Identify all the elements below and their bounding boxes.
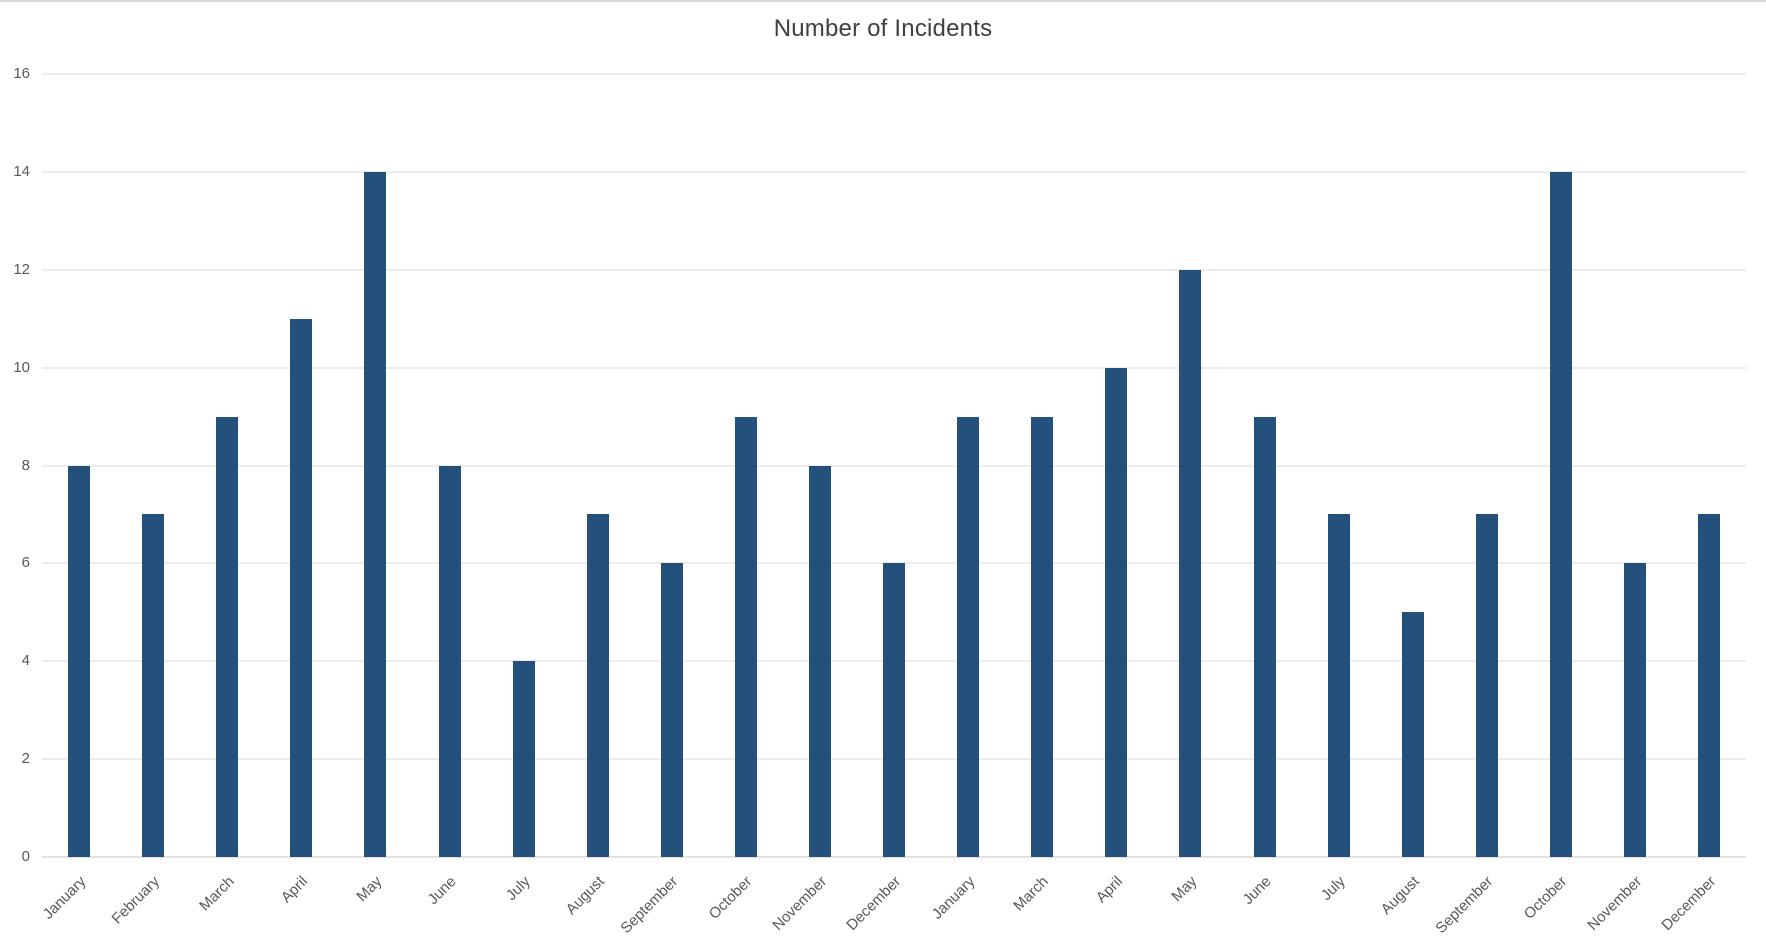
bar-slot xyxy=(1153,74,1227,857)
x-tick-label: October xyxy=(706,873,756,923)
x-tick-label: May xyxy=(353,873,386,906)
bar-may-15[interactable] xyxy=(1179,269,1202,857)
bar-slot xyxy=(412,74,486,857)
y-tick-label: 8 xyxy=(21,456,30,474)
bar-september-8[interactable] xyxy=(660,563,683,857)
bar-slot xyxy=(487,74,561,857)
bar-january-12[interactable] xyxy=(957,416,980,857)
x-tick-label: March xyxy=(195,873,238,915)
bar-january-0[interactable] xyxy=(68,465,91,857)
bar-slot xyxy=(1672,74,1746,857)
bar-slot xyxy=(1079,74,1153,857)
bar-march-13[interactable] xyxy=(1031,416,1054,857)
y-tick-label: 16 xyxy=(13,65,30,82)
bar-june-5[interactable] xyxy=(438,465,461,857)
x-tick-label: October xyxy=(1521,873,1571,923)
y-tick-label: 10 xyxy=(13,358,30,376)
y-tick-label: 6 xyxy=(21,554,30,572)
bar-april-3[interactable] xyxy=(290,318,313,857)
bar-slot xyxy=(1228,74,1302,857)
bar-slot xyxy=(561,74,635,857)
bar-slot xyxy=(635,74,709,857)
x-tick-label: January xyxy=(39,873,90,923)
gridline xyxy=(42,367,1746,369)
bar-july-6[interactable] xyxy=(512,661,535,857)
x-tick-label: February xyxy=(108,873,164,928)
y-tick-label: 0 xyxy=(21,848,30,865)
bar-slot xyxy=(338,74,412,857)
bar-june-16[interactable] xyxy=(1253,416,1276,857)
x-tick-label: September xyxy=(1432,873,1497,937)
x-tick-label: April xyxy=(1093,873,1127,907)
bar-slot xyxy=(709,74,783,857)
x-tick-label: November xyxy=(768,873,830,934)
x-tick-label: July xyxy=(1317,873,1349,904)
bar-slot xyxy=(1524,74,1598,857)
y-tick-label: 2 xyxy=(21,750,30,768)
x-tick-label: March xyxy=(1010,873,1053,915)
bar-october-9[interactable] xyxy=(734,416,757,857)
x-tick-label: August xyxy=(1377,873,1423,919)
x-axis: January February March April May June July Augu… xyxy=(39,857,1746,944)
y-tick-label: 4 xyxy=(21,652,30,670)
x-tick-label: April xyxy=(278,873,312,907)
x-tick-label: May xyxy=(1168,873,1201,906)
x-tick-label: December xyxy=(843,873,905,934)
bar-february-1[interactable] xyxy=(142,514,165,857)
bar-may-4[interactable] xyxy=(364,171,387,857)
x-tick-label: January xyxy=(928,873,979,923)
bar-slot xyxy=(116,74,190,857)
chart-title: Number of Incidents xyxy=(773,15,993,42)
bar-slot xyxy=(931,74,1005,857)
bar-november-10[interactable] xyxy=(808,465,831,857)
gridline xyxy=(42,269,1746,271)
bar-slot xyxy=(1005,74,1079,857)
bar-slot xyxy=(1302,74,1376,857)
bar-august-18[interactable] xyxy=(1401,612,1424,857)
x-tick-label: August xyxy=(562,873,608,919)
bar-august-7[interactable] xyxy=(586,514,609,857)
gridline xyxy=(42,73,1746,75)
bar-slot xyxy=(190,74,264,857)
bar-slot xyxy=(42,74,116,857)
y-tick-label: 12 xyxy=(13,260,30,278)
bar-series xyxy=(42,74,1746,857)
bar-slot xyxy=(264,74,338,857)
plot-area xyxy=(42,73,1746,858)
bar-slot xyxy=(783,74,857,857)
y-tick-label: 14 xyxy=(13,162,30,180)
gridline xyxy=(42,465,1746,466)
x-tick-label: September xyxy=(617,873,682,937)
bar-slot xyxy=(1450,74,1524,857)
gridline xyxy=(42,171,1746,173)
bar-april-14[interactable] xyxy=(1105,367,1128,857)
x-axis-line xyxy=(42,856,1746,858)
y-axis: 0 2 4 6 8 10 12 14 16 xyxy=(0,65,34,865)
bar-november-21[interactable] xyxy=(1624,563,1647,857)
x-tick-label: June xyxy=(424,873,460,909)
bar-december-22[interactable] xyxy=(1698,514,1721,857)
bar-september-19[interactable] xyxy=(1475,514,1498,857)
x-tick-label: June xyxy=(1239,873,1275,909)
x-tick-label: November xyxy=(1583,873,1645,934)
x-tick-label: December xyxy=(1658,873,1719,934)
bar-july-17[interactable] xyxy=(1327,514,1350,857)
bar-march-2[interactable] xyxy=(216,416,239,857)
bar-october-20[interactable] xyxy=(1549,171,1572,857)
bar-december-11[interactable] xyxy=(883,563,906,857)
bar-slot xyxy=(857,74,931,857)
bar-slot xyxy=(1376,74,1450,857)
bar-slot xyxy=(1598,74,1672,857)
x-tick-label: July xyxy=(502,873,534,904)
